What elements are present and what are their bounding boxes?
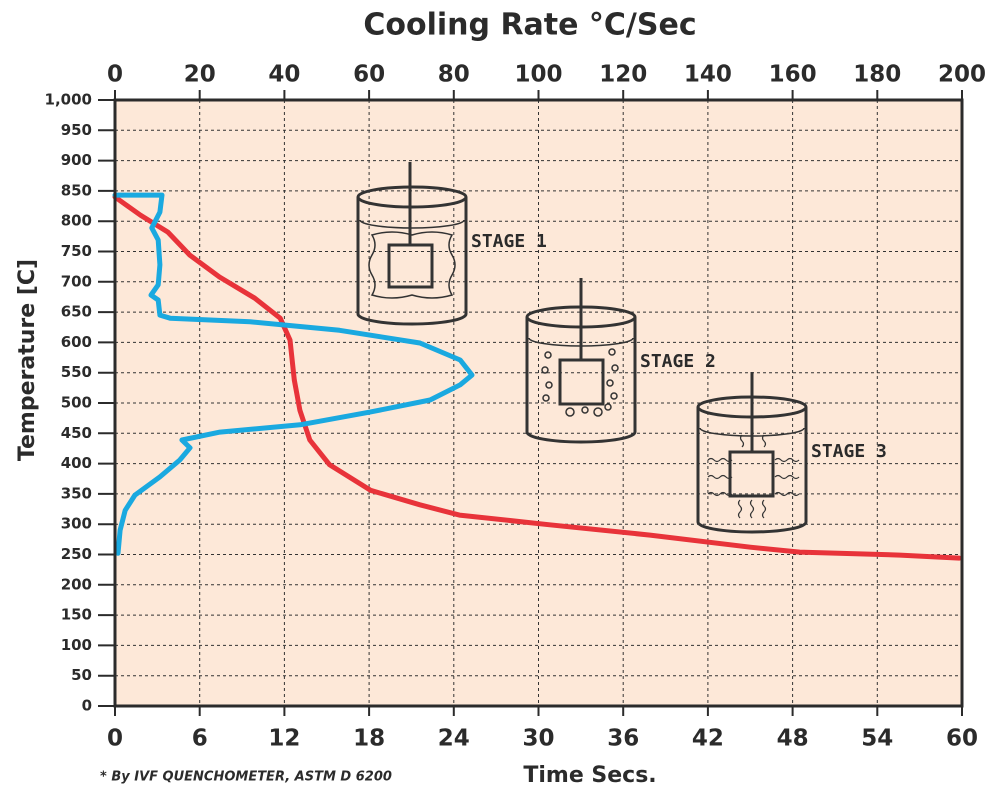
x-tick-label: 18 [353, 726, 385, 752]
y-tick-label: 750 [61, 242, 92, 260]
y-tick-label: 250 [61, 545, 92, 563]
x-tick-label: 42 [692, 726, 724, 752]
x-tick-label: 48 [777, 726, 809, 752]
x-tick-label: 54 [861, 726, 893, 752]
x2-tick-label: 40 [268, 62, 300, 88]
x2-tick-label: 120 [599, 62, 647, 88]
y-tick-label: 800 [61, 212, 92, 230]
x-tick-label: 0 [107, 726, 123, 752]
beaker-3 [696, 372, 808, 534]
chart-title: Cooling Rate °C/Sec [363, 8, 696, 43]
stage-icons [356, 162, 808, 534]
stage-label: STAGE 2 [640, 351, 716, 372]
y-tick-label: 150 [61, 606, 92, 624]
x2-tick-label: 20 [184, 62, 216, 88]
y-tick-label: 900 [61, 151, 92, 169]
x2-tick-label: 0 [107, 62, 123, 88]
y-tick-label: 300 [61, 515, 92, 533]
y-tick-label: 1,000 [45, 91, 92, 109]
x-tick-label: 30 [522, 726, 554, 752]
footnote: * By IVF QUENCHOMETER, ASTM D 6200 [100, 770, 392, 785]
x2-tick-label: 80 [438, 62, 470, 88]
y-tick-label: 500 [61, 394, 92, 412]
y-tick-label: 0 [82, 697, 92, 715]
x-tick-label: 60 [946, 726, 978, 752]
y-tick-label: 650 [61, 303, 92, 321]
y-tick-label: 550 [61, 363, 92, 381]
x2-tick-label: 60 [353, 62, 385, 88]
y-axis-label: Temperature [C] [15, 259, 40, 461]
x-tick-label: 6 [192, 726, 208, 752]
x2-tick-label: 100 [514, 62, 562, 88]
y-tick-label: 700 [61, 272, 92, 290]
x2-tick-label: 200 [938, 62, 986, 88]
x-tick-label: 12 [268, 726, 300, 752]
beaker-2 [525, 278, 637, 444]
y-tick-label: 400 [61, 454, 92, 472]
y-tick-label: 50 [71, 666, 92, 684]
x2-tick-label: 160 [769, 62, 817, 88]
y-tick-label: 850 [61, 181, 92, 199]
data-line [112, 192, 475, 556]
beaker-1 [356, 162, 468, 326]
x2-tick-label: 140 [684, 62, 732, 88]
y-tick-label: 350 [61, 484, 92, 502]
x-axis-label: Time Secs. [523, 763, 656, 788]
y-tick-label: 100 [61, 636, 92, 654]
stage-label: STAGE 3 [811, 441, 887, 462]
stage-label: STAGE 1 [471, 231, 547, 252]
data-line [112, 194, 962, 561]
x-tick-label: 24 [438, 726, 470, 752]
y-tick-label: 950 [61, 121, 92, 139]
x2-tick-label: 180 [853, 62, 901, 88]
x-tick-label: 36 [607, 726, 639, 752]
y-tick-label: 200 [61, 575, 92, 593]
y-tick-label: 450 [61, 424, 92, 442]
y-tick-label: 600 [61, 333, 92, 351]
